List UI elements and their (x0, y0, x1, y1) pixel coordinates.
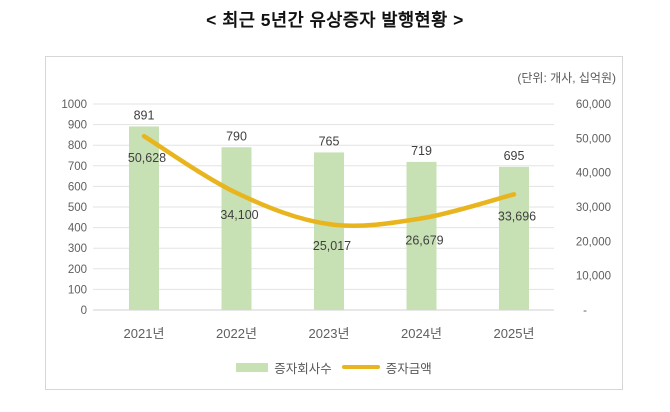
left-axis-tick-label: 600 (68, 181, 87, 193)
unit-label: (단위: 개사, 십억원) (517, 71, 616, 85)
left-axis-tick-label: 1000 (61, 99, 87, 111)
x-axis-category-label: 2023년 (309, 326, 350, 341)
right-axis-tick-label: 60,000 (576, 99, 611, 111)
x-axis-category-label: 2025년 (494, 326, 535, 341)
x-axis-category-label: 2024년 (401, 326, 442, 341)
bar (129, 126, 159, 310)
bar (406, 161, 437, 310)
legend: 증자회사수 증자금액 (46, 357, 622, 377)
right-axis-tick-label: 50,000 (576, 133, 611, 145)
right-axis-tick-label: 30,000 (576, 202, 611, 214)
bar (314, 152, 344, 310)
left-axis-tick-label: 700 (68, 161, 87, 173)
left-axis-tick-label: 300 (68, 243, 87, 255)
chart-title: < 최근 5년간 유상증자 발행현황 > (206, 10, 464, 30)
plot-svg: 0 100 200 300 400 500 600 700 800 900 1000 - 10,000 2… (61, 99, 611, 341)
chart-container: (단위: 개사, 십억원) 0 100 200 300 400 500 600 700 800 9… (45, 56, 623, 390)
right-axis-tick-label: 10,000 (576, 271, 611, 283)
right-axis-tick-label: 40,000 (576, 168, 611, 180)
legend-item-bar-series: 증자회사수 (236, 358, 332, 377)
legend-label-line-series: 증자금액 (385, 361, 432, 376)
bar (499, 166, 529, 310)
line-value-label: 33,696 (498, 209, 536, 223)
left-axis-tick-label: 200 (68, 264, 87, 276)
legend-item-line-series: 증자금액 (341, 358, 432, 377)
bar-series-swatch-icon (236, 362, 269, 372)
left-axis-tick-label: 900 (68, 120, 87, 132)
bar-value-label: 790 (226, 129, 247, 143)
x-axis-category-label: 2022년 (216, 326, 257, 341)
right-axis-tick-label: 20,000 (576, 236, 611, 248)
x-axis-category-label: 2021년 (124, 326, 165, 341)
line-series (141, 133, 517, 228)
line-value-label: 50,628 (128, 151, 166, 165)
line-series-swatch-icon (341, 365, 380, 369)
right-axis-tick-label: - (583, 305, 587, 317)
bar-value-label: 765 (319, 134, 340, 148)
bar (221, 147, 252, 310)
left-axis-tick-label: 0 (81, 305, 87, 317)
bar-value-label: 695 (504, 149, 525, 163)
left-axis-tick-label: 100 (68, 284, 87, 296)
left-axis-tick-label: 400 (68, 223, 87, 235)
left-axis-tick-label: 500 (68, 202, 87, 214)
line-value-label: 26,679 (405, 233, 443, 247)
left-axis-tick-label: 800 (68, 140, 87, 152)
bar-value-label: 891 (134, 108, 155, 122)
bar-value-label: 719 (411, 144, 432, 158)
line-value-label: 34,100 (220, 208, 258, 222)
legend-label-bar-series: 증자회사수 (274, 361, 332, 376)
line-value-label: 25,017 (313, 239, 351, 253)
